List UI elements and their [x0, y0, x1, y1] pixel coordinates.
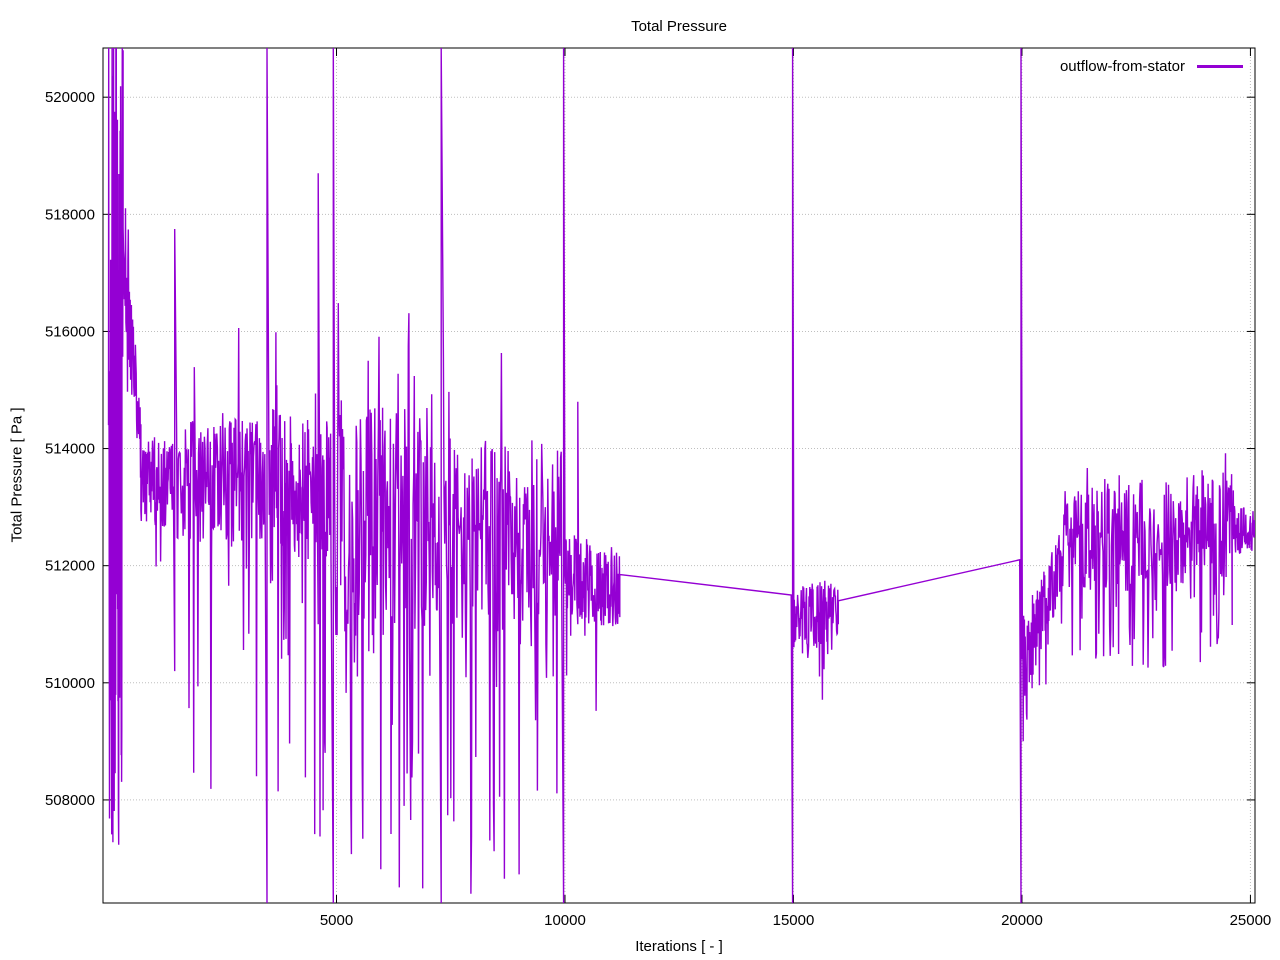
y-tick-label: 520000 — [45, 89, 95, 106]
x-tick-label: 25000 — [1230, 912, 1272, 929]
chart-title: Total Pressure — [631, 18, 727, 35]
legend-line-sample — [1197, 65, 1243, 68]
y-tick-label: 518000 — [45, 206, 95, 223]
legend: outflow-from-stator — [1060, 58, 1243, 75]
series-line-outflow-from-stator — [107, 48, 1255, 903]
x-tick-label: 15000 — [773, 912, 815, 929]
y-tick-label: 514000 — [45, 441, 95, 458]
legend-series-label: outflow-from-stator — [1059, 58, 1185, 75]
y-tick-label: 508000 — [45, 792, 95, 809]
x-tick-label: 20000 — [1001, 912, 1043, 929]
y-tick-label: 516000 — [45, 323, 95, 340]
x-tick-label: 10000 — [544, 912, 586, 929]
x-axis-label: Iterations [ - ] — [635, 938, 723, 955]
y-tick-label: 510000 — [45, 675, 95, 692]
y-tick-label: 512000 — [45, 558, 95, 575]
x-tick-label: 5000 — [320, 912, 353, 929]
